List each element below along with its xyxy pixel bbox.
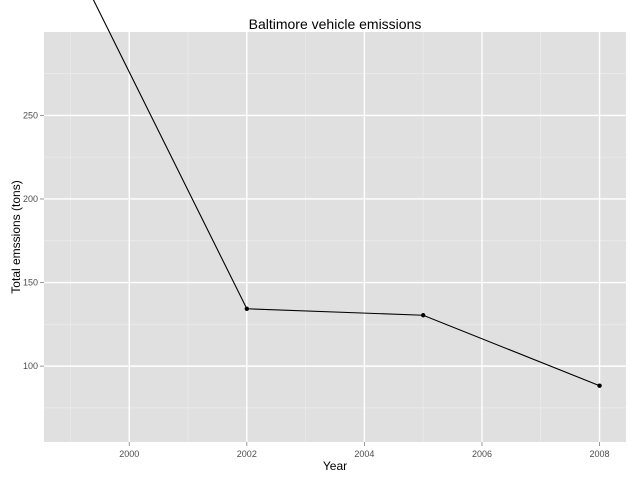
x-tick-label: 2002 [237, 449, 257, 459]
y-axis-tick-labels: 100 150 200 250 [23, 110, 38, 371]
y-axis-ticks [40, 115, 44, 367]
minor-gridlines [44, 32, 626, 442]
x-tick-label: 2004 [354, 449, 374, 459]
x-axis-tick-labels: 2000 2002 2004 2006 2008 [119, 449, 609, 459]
y-tick-label: 200 [23, 194, 38, 204]
x-axis-ticks [128, 442, 600, 446]
data-point [597, 383, 602, 388]
data-series [92, 0, 602, 388]
y-axis-title: Total emssions (tons) [9, 180, 23, 293]
y-tick-label: 250 [23, 110, 38, 120]
major-gridlines [44, 32, 626, 442]
y-tick-label: 150 [23, 278, 38, 288]
x-axis-title: Year [323, 459, 347, 473]
data-point [244, 306, 250, 311]
data-point [420, 313, 426, 318]
y-tick-label: 100 [23, 361, 38, 371]
x-tick-label: 2008 [590, 449, 610, 459]
series-line [92, 0, 600, 387]
chart-title: Baltimore vehicle emissions [249, 16, 422, 32]
x-tick-label: 2000 [119, 449, 139, 459]
x-tick-label: 2006 [472, 449, 492, 459]
plot-panel [44, 32, 626, 442]
